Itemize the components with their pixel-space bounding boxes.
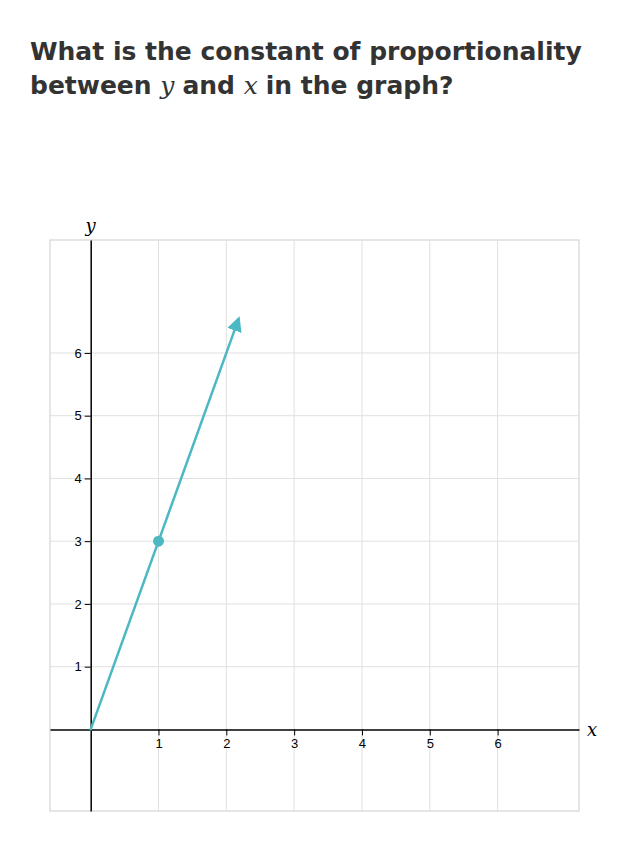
point xyxy=(153,536,164,547)
grid-line-y xyxy=(50,478,579,479)
x-axis-line xyxy=(51,729,580,731)
y-axis: 1 2 3 4 5 6 xyxy=(74,241,91,812)
grid-line-y xyxy=(50,352,579,353)
x-tick-label: 1 xyxy=(155,736,162,751)
y-tick-mark xyxy=(85,416,91,417)
y-axis-label: y xyxy=(85,215,97,236)
y-tick: 2 xyxy=(74,597,90,612)
x-tick: 2 xyxy=(223,729,230,750)
grid-line-y xyxy=(50,415,579,416)
x-tick: 4 xyxy=(359,729,366,750)
y-tick-mark xyxy=(85,604,91,605)
x-tick: 5 xyxy=(427,729,434,750)
x-tick: 3 xyxy=(291,729,298,750)
y-tick-mark xyxy=(85,478,91,479)
y-tick-label: 1 xyxy=(74,659,81,674)
line xyxy=(91,319,239,729)
x-tick-label: 3 xyxy=(291,736,298,751)
grid-line-x xyxy=(294,240,295,811)
title: What is the constant of proportionalityb… xyxy=(30,37,582,100)
x-axis-label: x xyxy=(587,719,597,740)
chart: What is the constant of proportionalityb… xyxy=(0,0,619,851)
y-tick-mark xyxy=(85,541,91,542)
x-tick-mark xyxy=(226,729,227,735)
y-tick: 6 xyxy=(74,346,90,361)
y-tick: 5 xyxy=(74,408,90,423)
grid-line-x xyxy=(226,240,227,811)
x-axis: 1 2 3 4 5 6 xyxy=(51,729,580,750)
x-tick-mark xyxy=(294,729,295,735)
x-tick: 1 xyxy=(155,729,162,750)
grid-line-x xyxy=(158,240,159,811)
y-tick: 3 xyxy=(74,534,90,549)
y-tick-label: 4 xyxy=(74,471,81,486)
plot: 1 2 3 4 5 6 1 2 3 4 5 6 x y xyxy=(50,215,597,812)
y-tick-mark xyxy=(85,667,91,668)
grid-line-x xyxy=(361,240,362,811)
y-tick-label: 3 xyxy=(74,534,81,549)
y-tick-label: 6 xyxy=(74,346,81,361)
x-tick-mark xyxy=(362,729,363,735)
x-tick: 6 xyxy=(494,729,501,750)
grid xyxy=(50,240,579,811)
y-tick: 4 xyxy=(74,471,90,486)
y-tick-label: 5 xyxy=(74,408,81,423)
plot-frame xyxy=(50,240,579,811)
data xyxy=(91,319,239,729)
x-tick-label: 2 xyxy=(223,736,230,751)
grid-line-x xyxy=(497,240,498,811)
y-tick: 1 xyxy=(74,659,90,674)
x-tick-label: 6 xyxy=(494,736,501,751)
grid-line-y xyxy=(50,541,579,542)
x-tick-label: 4 xyxy=(359,736,366,751)
grid-line-x xyxy=(429,240,430,811)
y-tick-mark xyxy=(85,353,91,354)
grid-line-y xyxy=(50,666,579,667)
grid-line-y xyxy=(50,603,579,604)
x-tick-mark xyxy=(498,729,499,735)
x-tick-label: 5 xyxy=(427,736,434,751)
x-tick-mark xyxy=(159,729,160,735)
y-tick-label: 2 xyxy=(74,597,81,612)
x-tick-mark xyxy=(430,729,431,735)
